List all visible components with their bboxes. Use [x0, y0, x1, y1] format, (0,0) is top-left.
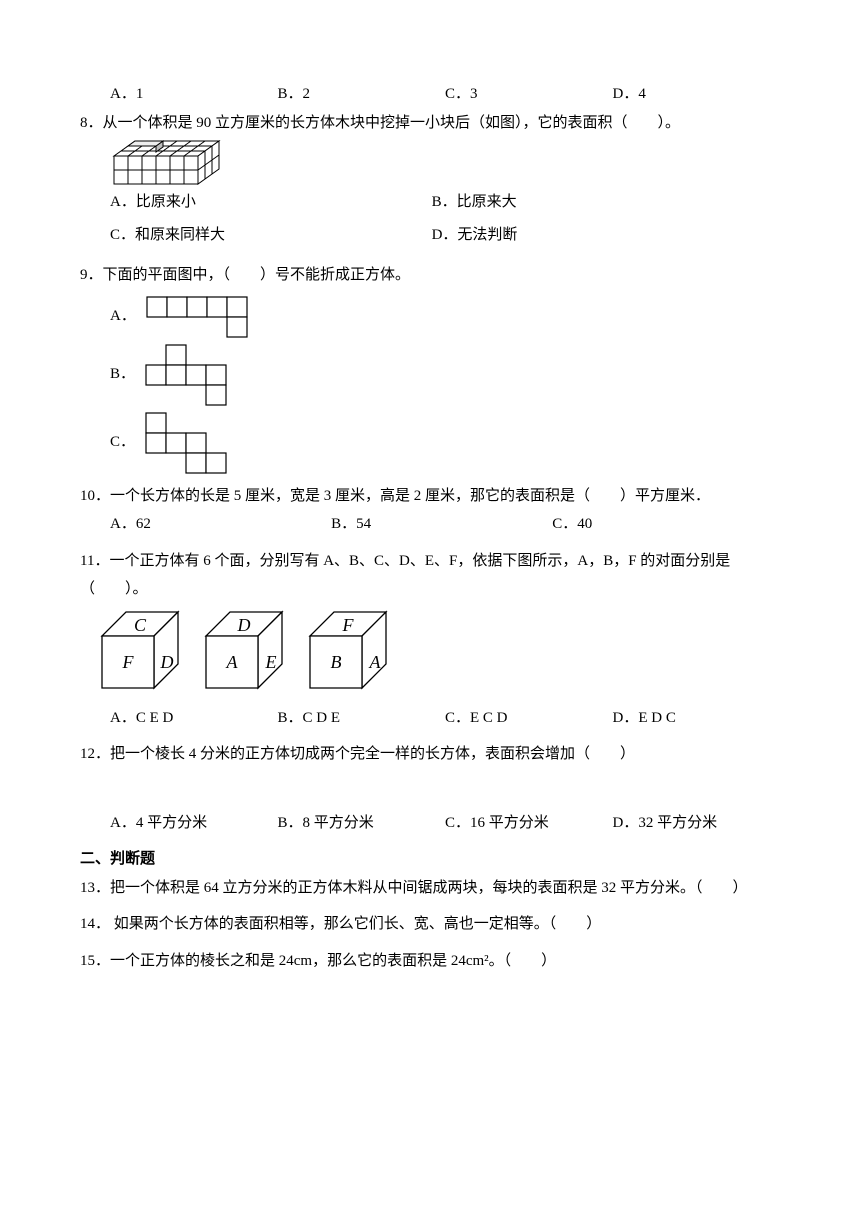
cube-2-diagram: DA E	[204, 610, 288, 694]
q12-opt-a: A．4 平方分米	[110, 809, 278, 838]
net-c-diagram	[145, 412, 227, 474]
q7-opt-c: C．3	[445, 80, 613, 109]
q12-text: 12．把一个棱长 4 分米的正方体切成两个完全一样的长方体，表面积会增加（ ）	[80, 740, 780, 769]
section-2-title: 二、判断题	[80, 845, 780, 874]
net-a-diagram	[146, 296, 248, 338]
cube-1-diagram: CF D	[100, 610, 184, 694]
svg-text:D: D	[237, 615, 251, 635]
q9-a-label: A．	[110, 302, 136, 331]
q9-opt-a: A．	[110, 296, 780, 338]
svg-text:A: A	[226, 652, 239, 672]
q9-opt-c: C．	[110, 412, 780, 474]
q11-text: 11．一个正方体有 6 个面，分别写有 A、B、C、D、E、F，依据下图所示，A…	[80, 547, 780, 604]
q11-cubes: CFD DAE FBA	[100, 610, 780, 694]
q8-opt-d: D．无法判断	[432, 221, 754, 250]
q7-opt-d: D．4	[613, 80, 781, 109]
q13: 13．把一个体积是 64 立方分米的正方体木料从中间锯成两块，每块的表面积是 3…	[80, 874, 780, 903]
cuboid-diagram	[110, 137, 223, 188]
svg-text:E: E	[265, 652, 277, 672]
q10-opt-b: B．54	[331, 510, 552, 539]
svg-text:A: A	[369, 652, 382, 672]
q11-opt-b: B．C D E	[278, 704, 446, 733]
q11-opt-d: D．E D C	[613, 704, 781, 733]
q14: 14． 如果两个长方体的表面积相等，那么它们长、宽、高也一定相等。（ ）	[80, 910, 780, 939]
q12-opt-d: D．32 平方分米	[613, 809, 781, 838]
net-b-diagram	[145, 344, 227, 406]
q11-opt-a: A．C E D	[110, 704, 278, 733]
svg-text:F: F	[122, 652, 135, 672]
q8-text: 8．从一个体积是 90 立方厘米的长方体木块中挖掉一小块后（如图），它的表面积（…	[80, 109, 780, 138]
q9-c-label: C．	[110, 428, 135, 457]
q8: 8．从一个体积是 90 立方厘米的长方体木块中挖掉一小块后（如图），它的表面积（…	[80, 109, 780, 254]
q8-opt-b: B．比原来大	[432, 188, 754, 217]
q7-opt-a: A．1	[110, 80, 278, 109]
svg-text:B: B	[331, 652, 342, 672]
q15: 15．一个正方体的棱长之和是 24cm，那么它的表面积是 24cm²。（ ）	[80, 947, 780, 976]
svg-text:D: D	[160, 652, 174, 672]
q10-opt-a: A．62	[110, 510, 331, 539]
q9-text: 9．下面的平面图中，（ ）号不能折成正方体。	[80, 261, 780, 290]
q11: 11．一个正方体有 6 个面，分别写有 A、B、C、D、E、F，依据下图所示，A…	[80, 547, 780, 733]
q10-text: 10．一个长方体的长是 5 厘米，宽是 3 厘米，高是 2 厘米，那它的表面积是…	[80, 482, 780, 511]
q8-opt-a: A．比原来小	[110, 188, 432, 217]
cube-3-diagram: FB A	[308, 610, 392, 694]
q11-opt-c: C．E C D	[445, 704, 613, 733]
q10: 10．一个长方体的长是 5 厘米，宽是 3 厘米，高是 2 厘米，那它的表面积是…	[80, 482, 780, 539]
q12-opt-c: C．16 平方分米	[445, 809, 613, 838]
q12-opt-b: B．8 平方分米	[278, 809, 446, 838]
svg-text:C: C	[134, 615, 147, 635]
q8-opt-c: C．和原来同样大	[110, 221, 432, 250]
q9-b-label: B．	[110, 360, 135, 389]
q7-opt-b: B．2	[278, 80, 446, 109]
q9-opt-b: B．	[110, 344, 780, 406]
q7-options: A．1 B．2 C．3 D．4	[110, 80, 780, 109]
svg-text:F: F	[342, 615, 355, 635]
q12: 12．把一个棱长 4 分米的正方体切成两个完全一样的长方体，表面积会增加（ ） …	[80, 740, 780, 837]
q8-diagram	[110, 137, 780, 188]
q9: 9．下面的平面图中，（ ）号不能折成正方体。 A． B． C．	[80, 261, 780, 474]
page: A．1 B．2 C．3 D．4 8．从一个体积是 90 立方厘米的长方体木块中挖…	[0, 0, 860, 1023]
q10-opt-c: C．40	[552, 510, 773, 539]
